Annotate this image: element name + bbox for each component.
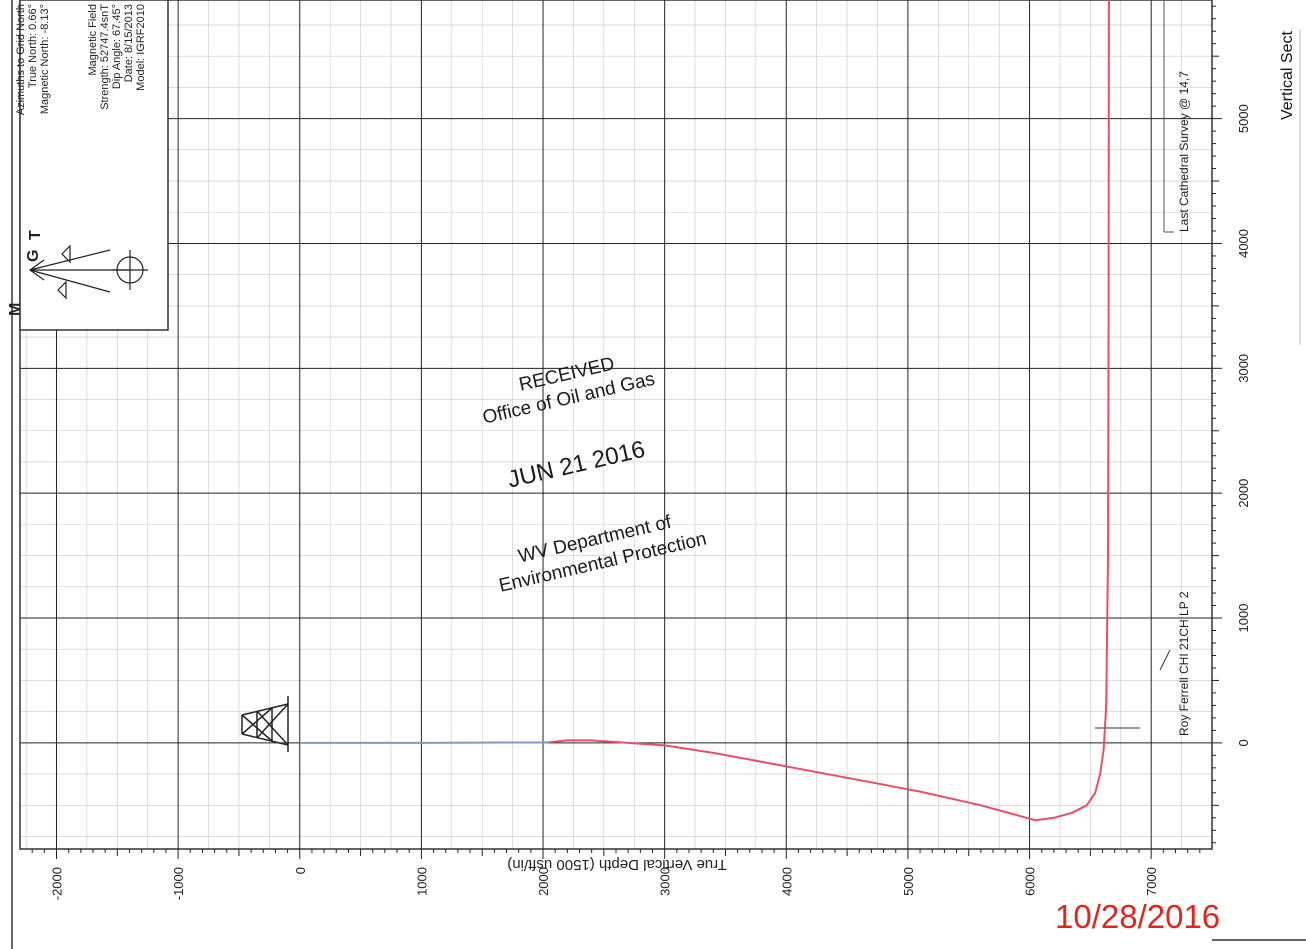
y-tick-label: 3000	[1236, 354, 1251, 383]
legend-azimuth-2: True North: 0.66°	[27, 4, 39, 88]
x-axis-title: True Vertical Depth (1500 usft/in)	[507, 856, 727, 873]
y-tick-label: 2000	[1236, 479, 1251, 508]
stamp-date: JUN 21 2016	[505, 436, 648, 494]
x-tick-label: 6000	[1023, 867, 1038, 896]
x-tick-label: 4000	[779, 867, 794, 896]
legend-field-4: Date: 8/15/2013	[123, 4, 135, 82]
y-tick-label: 4000	[1236, 229, 1251, 258]
legend-field-3: Dip Angle: 67.45°	[111, 4, 123, 89]
x-tick-label: 3000	[658, 867, 673, 896]
minor-grid	[20, 0, 1213, 849]
annotation-leader	[1159, 649, 1171, 671]
y-tick-label: 5000	[1236, 104, 1251, 133]
x-tick-label: -2000	[49, 867, 64, 900]
legend-letter-m: M	[7, 303, 24, 316]
x-tick-label: -1000	[171, 867, 186, 900]
legend-azimuth-3: Magnetic North: -8.13°	[39, 4, 51, 114]
wellpath-curve	[548, 0, 1110, 822]
y-tick-label: 1000	[1236, 604, 1251, 633]
last-survey-label: Last Cathedral Survey @ 14,7	[1177, 71, 1191, 232]
x-tick-label: 0	[293, 867, 308, 874]
x-tick-label: 7000	[1144, 867, 1159, 896]
y-tick-label: 0	[1236, 739, 1251, 746]
legend-field-1: Magnetic Field	[87, 4, 99, 76]
legend-letter-t: T	[27, 230, 44, 240]
vertical-section-line	[299, 741, 550, 744]
legend-field-2: Strength: 52747.4snT	[99, 4, 111, 110]
vertical-section-title: Vertical Sect	[1279, 31, 1296, 120]
x-tick-label: 2000	[536, 867, 551, 896]
major-grid	[20, 0, 1212, 849]
north-arrow-icon: M G T	[7, 230, 148, 316]
rig-icon	[241, 696, 289, 752]
received-stamp: RECEIVED Office of Oil and Gas JUN 21 20…	[481, 353, 709, 596]
legend-azimuth-1: Azimuths to Grid North	[15, 4, 27, 115]
well-name-label: Roy Ferrell CHI 21CH LP 2	[1177, 591, 1191, 736]
plot-frame	[19, 0, 1213, 850]
legend-field-5: Model: IGRF2010	[135, 4, 147, 91]
legend-letter-g: G	[25, 250, 42, 262]
handwritten-date: 10/28/2016	[1055, 898, 1220, 935]
legend-box	[19, 0, 169, 331]
x-tick-label: 1000	[414, 867, 429, 896]
north-legend: Azimuths to Grid North True North: 0.66°…	[7, 0, 169, 331]
x-ticks: -2000 -1000 0 1000 2000 3000 4000 5000 6000 7000	[31, 849, 1201, 900]
x-tick-label: 5000	[901, 867, 916, 896]
y-ticks: 0 1000 2000 3000 4000 5000	[1212, 5, 1251, 844]
